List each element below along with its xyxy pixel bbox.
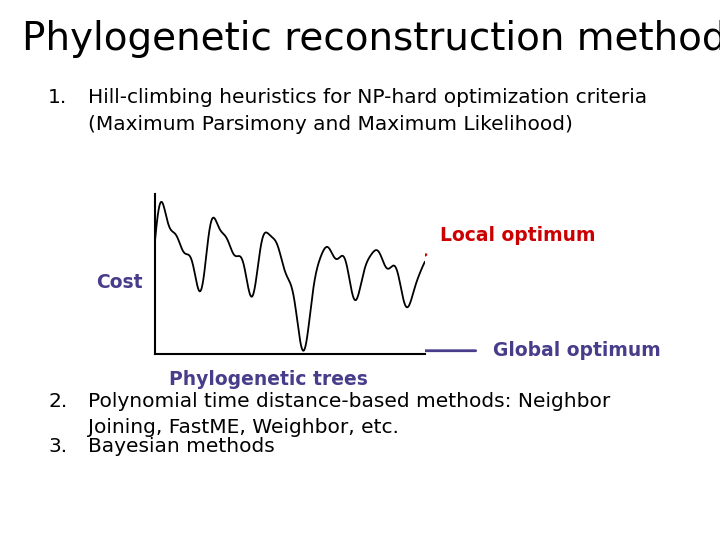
Text: Local optimum: Local optimum	[441, 226, 596, 245]
Text: 1.: 1.	[48, 88, 67, 107]
Text: Bayesian methods: Bayesian methods	[88, 437, 275, 456]
Text: 3.: 3.	[48, 437, 67, 456]
Text: Global optimum: Global optimum	[493, 341, 661, 360]
Text: 2.: 2.	[48, 392, 67, 411]
Text: Hill-climbing heuristics for NP-hard optimization criteria
(Maximum Parsimony an: Hill-climbing heuristics for NP-hard opt…	[88, 88, 647, 133]
Text: Phylogenetic reconstruction methods: Phylogenetic reconstruction methods	[22, 20, 720, 58]
Text: Phylogenetic trees: Phylogenetic trees	[168, 370, 368, 389]
Text: Cost: Cost	[96, 273, 143, 292]
Text: Polynomial time distance-based methods: Neighbor
Joining, FastME, Weighbor, etc.: Polynomial time distance-based methods: …	[88, 392, 611, 437]
